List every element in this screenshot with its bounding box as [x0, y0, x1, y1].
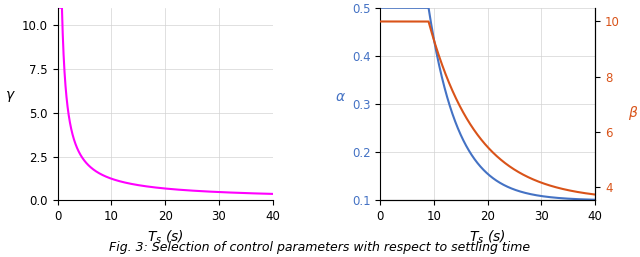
Y-axis label: $\alpha$: $\alpha$ [335, 90, 346, 104]
X-axis label: $T_s$ (s): $T_s$ (s) [147, 229, 184, 246]
Y-axis label: $\gamma$: $\gamma$ [5, 89, 16, 104]
Y-axis label: $\beta$: $\beta$ [628, 104, 639, 122]
Text: Fig. 3: Selection of control parameters with respect to settling time: Fig. 3: Selection of control parameters … [109, 241, 531, 254]
X-axis label: $T_s$ (s): $T_s$ (s) [469, 229, 506, 246]
